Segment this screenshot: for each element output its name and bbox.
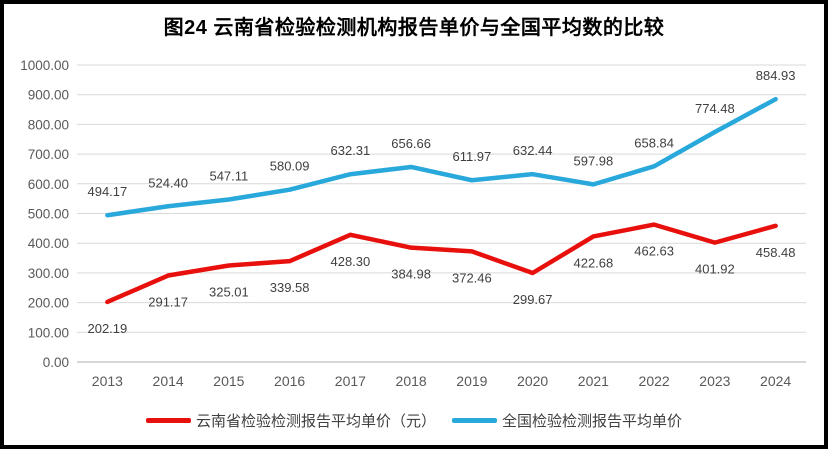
data-label: 325.01	[209, 284, 249, 299]
data-label: 462.63	[634, 244, 674, 259]
data-label: 401.92	[695, 262, 735, 277]
data-label: 339.58	[270, 280, 310, 295]
y-tick-label: 600.00	[28, 177, 69, 192]
y-tick-label: 700.00	[28, 147, 69, 162]
legend-item-yunnan: 云南省检验检测报告平均单价（元）	[145, 410, 436, 431]
y-tick-label: 1000.00	[20, 58, 69, 73]
legend-label-national: 全国检验检测报告平均单价	[502, 413, 683, 430]
data-label: 202.19	[87, 321, 127, 336]
legend-label-yunnan: 云南省检验检测报告平均单价（元）	[195, 413, 436, 430]
x-tick-label: 2024	[760, 373, 791, 389]
data-label: 632.31	[330, 143, 370, 158]
x-tick-label: 2019	[456, 373, 487, 389]
data-label: 580.09	[270, 159, 310, 174]
data-label: 884.93	[756, 68, 796, 83]
data-label: 291.17	[148, 295, 188, 310]
x-tick-label: 2023	[699, 373, 730, 389]
legend-line-sample-blue	[452, 418, 497, 423]
y-tick-label: 800.00	[28, 117, 69, 132]
y-tick-label: 400.00	[28, 236, 69, 251]
y-tick-label: 0.00	[43, 355, 69, 370]
x-tick-label: 2022	[639, 373, 670, 389]
data-label: 299.67	[513, 292, 553, 307]
y-tick-label: 200.00	[28, 296, 69, 311]
data-label: 458.48	[756, 245, 796, 260]
data-label: 611.97	[452, 149, 491, 164]
y-tick-label: 100.00	[28, 325, 69, 340]
data-label: 656.66	[391, 136, 431, 151]
data-label: 384.98	[391, 267, 431, 282]
data-label: 547.11	[209, 169, 248, 184]
x-tick-label: 2016	[274, 373, 305, 389]
data-label: 524.40	[148, 175, 188, 190]
x-tick-label: 2013	[92, 373, 123, 389]
series-line-0	[105, 222, 778, 305]
chart-legend: 云南省检验检测报告平均单价（元） 全国检验检测报告平均单价	[4, 410, 824, 431]
x-tick-label: 2014	[153, 373, 184, 389]
y-tick-label: 900.00	[28, 88, 69, 103]
chart-plot-area: 0.00 100.00 200.00 300.00 400.00 500.00 600.00…	[20, 58, 806, 389]
y-tick-label: 500.00	[28, 207, 69, 222]
series-line-1	[105, 96, 778, 218]
chart-title: 图24 云南省检验检测机构报告单价与全国平均数的比较	[163, 17, 665, 39]
data-label: 597.98	[573, 153, 613, 168]
data-label: 428.30	[330, 254, 370, 269]
x-tick-label: 2017	[335, 373, 366, 389]
legend-item-national: 全国检验检测报告平均单价	[452, 410, 682, 431]
x-tick-label: 2021	[578, 373, 609, 389]
x-tick-label: 2015	[213, 373, 244, 389]
data-label: 372.46	[452, 270, 492, 285]
data-label: 494.17	[87, 184, 127, 199]
data-label: 422.68	[573, 255, 613, 270]
data-label: 658.84	[634, 135, 674, 150]
data-label: 632.44	[513, 143, 553, 158]
x-tick-label: 2018	[396, 373, 427, 389]
y-tick-label: 300.00	[28, 266, 69, 281]
data-label: 774.48	[695, 101, 735, 116]
legend-line-sample-red	[145, 418, 191, 423]
x-tick-label: 2020	[517, 373, 548, 389]
